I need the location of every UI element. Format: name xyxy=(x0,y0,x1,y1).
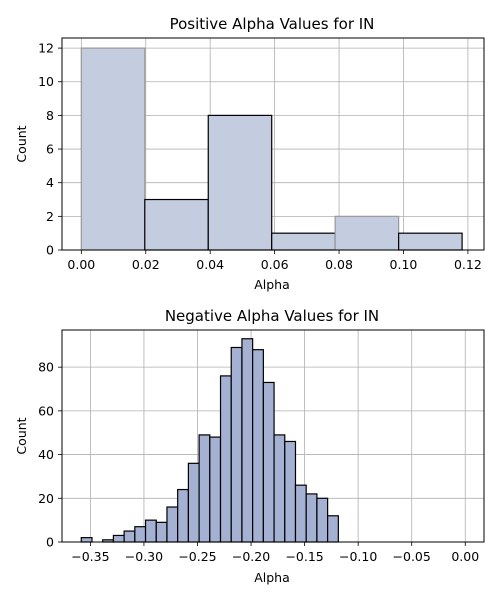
x-tick-label: −0.10 xyxy=(339,549,377,564)
plot-frame xyxy=(61,37,485,251)
histogram-bar xyxy=(316,497,329,543)
x-tick-label: −0.15 xyxy=(285,549,323,564)
chart-title: Negative Alpha Values for IN xyxy=(165,307,379,325)
histogram-bar xyxy=(144,519,157,543)
y-tick-label: 0 xyxy=(46,243,54,258)
x-tick-label: 0.12 xyxy=(454,257,482,272)
histogram-bar xyxy=(187,462,200,543)
y-tick-label: 6 xyxy=(46,142,54,157)
x-tick-label: 0.02 xyxy=(132,257,160,272)
histogram-bar xyxy=(284,440,297,543)
x-tick-label: 0.08 xyxy=(325,257,353,272)
x-tick-label: 0.00 xyxy=(451,549,479,564)
x-tick-label: 0.00 xyxy=(67,257,95,272)
y-tick-label: 40 xyxy=(38,447,54,462)
y-tick-label: 80 xyxy=(38,360,54,375)
histogram-bar xyxy=(334,215,400,251)
histogram-bar xyxy=(207,114,273,251)
histogram-bar xyxy=(155,521,168,543)
histogram-bar xyxy=(398,232,463,251)
chart-title: Positive Alpha Values for IN xyxy=(170,15,375,33)
histogram-bar xyxy=(271,232,336,251)
histogram-bar xyxy=(209,436,222,543)
plot-frame xyxy=(61,329,485,543)
x-tick-label: 0.10 xyxy=(390,257,418,272)
histogram-bar xyxy=(327,515,339,543)
histogram-bar xyxy=(198,434,211,543)
y-ticks: 0 2 4 6 8 10 12 xyxy=(38,41,62,258)
y-tick-label: 20 xyxy=(38,491,54,506)
histogram-bar xyxy=(80,537,93,543)
histogram-bar xyxy=(305,493,318,543)
positive-alpha-histogram: Positive Alpha Values for IN Alpha Count… xyxy=(14,15,485,292)
bars xyxy=(80,338,339,543)
histogram-bar xyxy=(134,526,147,543)
histogram-bar xyxy=(123,530,136,543)
bars xyxy=(80,47,463,251)
x-ticks: −0.35 −0.30 −0.25 −0.20 −0.15 −0.10 −0.05 0.00 xyxy=(71,542,479,564)
histogram-bar xyxy=(166,506,179,543)
y-ticks: 0 20 40 60 80 xyxy=(38,360,62,550)
histogram-bar xyxy=(262,381,275,543)
x-tick-label: −0.25 xyxy=(178,549,216,564)
y-axis-label: Count xyxy=(14,417,29,454)
x-tick-label: 0.04 xyxy=(196,257,224,272)
histogram-bar xyxy=(112,534,125,543)
x-axis-label: Alpha xyxy=(254,277,290,292)
x-tick-label: −0.35 xyxy=(71,549,109,564)
histogram-bar xyxy=(144,198,209,251)
x-tick-label: −0.30 xyxy=(125,549,163,564)
histogram-bar xyxy=(294,484,307,543)
y-tick-label: 12 xyxy=(38,41,54,56)
x-tick-label: −0.20 xyxy=(232,549,270,564)
x-tick-label: 0.06 xyxy=(261,257,289,272)
histogram-bar xyxy=(230,346,243,543)
y-tick-label: 60 xyxy=(38,403,54,418)
histogram-bar xyxy=(177,488,189,543)
y-axis-label: Count xyxy=(14,125,29,162)
x-ticks: 0.00 0.02 0.04 0.06 0.08 0.10 0.12 xyxy=(67,250,482,272)
histogram-bar xyxy=(273,434,286,543)
negative-alpha-histogram: Negative Alpha Values for IN Alpha Count… xyxy=(14,307,485,585)
y-tick-label: 0 xyxy=(46,535,54,550)
y-tick-label: 8 xyxy=(46,108,54,123)
histogram-bar xyxy=(80,47,146,251)
histogram-bar xyxy=(241,338,254,543)
histogram-bar xyxy=(252,349,264,543)
y-tick-label: 10 xyxy=(38,74,54,89)
histogram-bar xyxy=(219,375,232,543)
y-tick-label: 4 xyxy=(46,175,54,190)
x-tick-label: −0.05 xyxy=(393,549,431,564)
y-tick-label: 2 xyxy=(46,209,54,224)
x-axis-label: Alpha xyxy=(254,570,290,585)
